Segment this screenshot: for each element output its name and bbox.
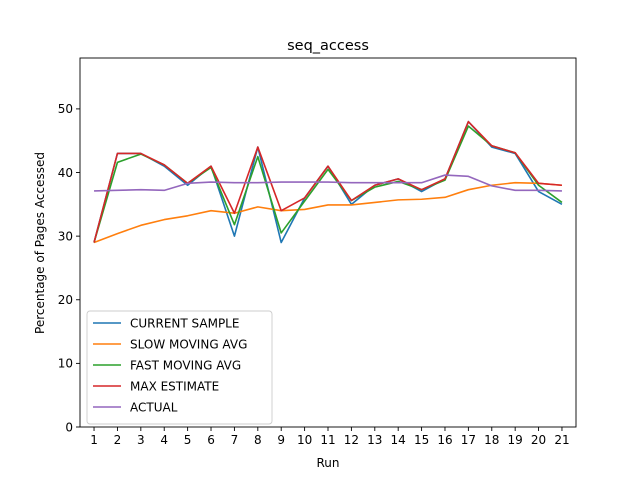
series-line-5 [94,174,562,192]
legend-label-3: FAST MOVING AVG [130,358,241,372]
x-tick-label: 20 [531,433,546,447]
x-axis-label: Run [316,456,339,470]
x-tick-label: 18 [484,433,499,447]
legend-label-1: CURRENT SAMPLE [130,316,239,330]
x-tick-label: 17 [461,433,476,447]
y-tick-label: 50 [58,102,73,116]
series-line-3 [93,125,563,243]
x-tick-label: 7 [231,433,239,447]
x-tick-label: 19 [508,433,523,447]
x-tick-label: 21 [554,433,569,447]
x-tick-label: 13 [367,433,382,447]
x-tick-label: 15 [414,433,429,447]
series-line-2 [93,181,563,244]
y-tick-label: 0 [65,420,73,434]
legend-label-4: MAX ESTIMATE [130,379,219,393]
y-tick-label: 30 [58,229,73,243]
y-tick-label: 20 [58,293,73,307]
x-tick-label: 11 [320,433,335,447]
x-tick-label: 4 [160,433,168,447]
y-axis-label: Percentage of Pages Accessed [33,152,47,334]
x-tick-label: 9 [277,433,285,447]
legend-label-5: ACTUAL [130,400,178,414]
x-tick-label: 16 [437,433,452,447]
x-tick-label: 1 [90,433,98,447]
legend-box [86,310,273,425]
x-tick-label: 8 [254,433,262,447]
legend: CURRENT SAMPLE SLOW MOVING AVG FAST MOVING… [86,310,273,425]
x-tick-label: 2 [114,433,122,447]
x-tick-label: 10 [297,433,312,447]
series-layer [93,120,563,244]
legend-label-2: SLOW MOVING AVG [130,337,247,351]
axes-layer: 1 2 3 4 5 6 7 8 9 10 11 12 13 14 15 16 17 18 19 20 210102030… [58,57,577,447]
chart-title: seq_access [287,38,369,54]
x-tick-label: 3 [137,433,145,447]
x-tick-label: 14 [391,433,406,447]
x-tick-label: 12 [344,433,359,447]
y-tick-label: 40 [58,166,73,180]
x-tick-label: 6 [207,433,215,447]
y-tick-label: 10 [58,357,73,371]
x-tick-label: 5 [184,433,192,447]
series-line-4 [93,120,563,243]
